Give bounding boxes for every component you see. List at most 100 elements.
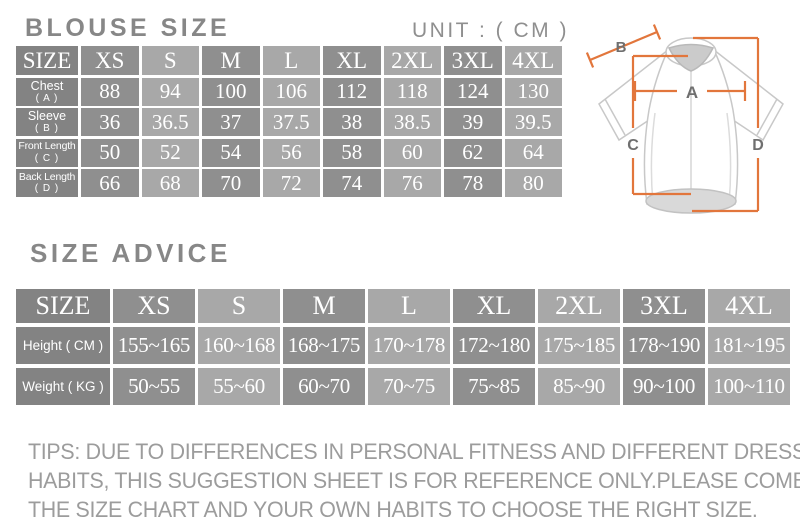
blouse-table-cell: 36.5: [141, 108, 199, 136]
blouse-table-cell: 66: [81, 169, 139, 197]
advice-table-row-label: Weight ( KG ): [16, 368, 110, 405]
blouse-table-cell: 38: [323, 108, 381, 136]
measure-label-c: C: [627, 137, 639, 154]
blouse-table-cell: 106: [262, 77, 320, 106]
blouse-table-cell: 68: [141, 169, 199, 197]
blouse-table-cell: 39: [444, 108, 502, 136]
blouse-table-cell: 124: [444, 77, 502, 106]
jersey-cuff-left: [604, 98, 626, 136]
advice-table-cell: 155~165: [113, 327, 195, 364]
advice-table-cell: 70~75: [368, 368, 450, 405]
advice-table-cell: 172~180: [453, 327, 535, 364]
advice-table-cell: 85~90: [538, 368, 620, 405]
blouse-table-header-l: L: [262, 46, 320, 75]
blouse-table-header-s: S: [141, 46, 199, 75]
advice-table-header-xl: XL: [453, 289, 535, 323]
advice-table-header-l: L: [368, 289, 450, 323]
advice-table-header-4xl: 4XL: [708, 289, 790, 323]
advice-table-header-3xl: 3XL: [623, 289, 705, 323]
blouse-table-row-label: Sleeve( B ): [16, 108, 78, 136]
row-label-letter: ( B ): [35, 123, 59, 135]
jersey-diagram-svg: B A C D: [585, 24, 784, 214]
row-label-letter: ( D ): [34, 183, 60, 195]
blouse-table-header-4xl: 4XL: [504, 46, 562, 75]
blouse-table-cell: 52: [141, 138, 199, 167]
row-label-text: Back Length: [18, 170, 76, 183]
blouse-table-cell: 37.5: [262, 108, 320, 136]
blouse-table-header-2xl: 2XL: [383, 46, 441, 75]
jersey-measurement-diagram: B A C D: [585, 18, 800, 231]
advice-table-cell: 90~100: [623, 368, 705, 405]
advice-table-cell: 178~190: [623, 327, 705, 364]
blouse-table-cell: 88: [81, 77, 139, 106]
blouse-table-cell: 38.5: [383, 108, 441, 136]
blouse-table-cell: 94: [141, 77, 199, 106]
blouse-table-cell: 64: [504, 138, 562, 167]
blouse-table-cell: 130: [504, 77, 562, 106]
blouse-table-cell: 100: [202, 77, 260, 106]
measure-line-d: [692, 36, 760, 213]
row-label-text: Sleeve: [27, 109, 67, 124]
measure-line-b: [585, 24, 662, 68]
row-label-letter: ( C ): [34, 152, 60, 164]
advice-table-cell: 160~168: [198, 327, 280, 364]
advice-table-cell: 75~85: [453, 368, 535, 405]
blouse-table-cell: 60: [383, 138, 441, 167]
blouse-table-header-m: M: [202, 46, 260, 75]
advice-table-cell: 170~178: [368, 327, 450, 364]
advice-table-cell: 50~55: [113, 368, 195, 405]
tips-line-3: THE SIZE CHART AND YOUR OWN HABITS TO CH…: [28, 497, 758, 522]
measure-line-a: [633, 81, 747, 101]
row-label-text: Front Length: [18, 140, 76, 153]
advice-table-header-s: S: [198, 289, 280, 323]
blouse-table-cell: 39.5: [504, 108, 562, 136]
blouse-table-cell: 118: [383, 77, 441, 106]
advice-table-header-size: SIZE: [16, 289, 110, 323]
blouse-table-cell: 56: [262, 138, 320, 167]
advice-table-cell: 55~60: [198, 368, 280, 405]
blouse-table-cell: 72: [262, 169, 320, 197]
jersey-collar-inner: [667, 43, 715, 72]
blouse-table-cell: 62: [444, 138, 502, 167]
measure-label-a: A: [686, 83, 698, 102]
blouse-table-cell: 76: [383, 169, 441, 197]
tips-text: TIPS: DUE TO DIFFERENCES IN PERSONAL FIT…: [28, 437, 800, 524]
blouse-table-cell: 37: [202, 108, 260, 136]
tips-line-2: HABITS, THIS SUGGESTION SHEET IS FOR REF…: [28, 468, 800, 493]
blouse-size-table: SIZE XS S M L XL 2XL 3XL 4XL Chest( A ) 88 94 100 106…: [16, 46, 562, 197]
blouse-table-row-label: Front Length( C ): [16, 138, 78, 167]
advice-table-header-m: M: [283, 289, 365, 323]
unit-label: UNIT : ( CM ): [412, 19, 569, 42]
blouse-table-row-label: Back Length( D ): [16, 169, 78, 197]
measure-line-c: [631, 54, 691, 196]
jersey-cuff-right: [756, 98, 778, 136]
advice-table-cell: 60~70: [283, 368, 365, 405]
blouse-table-header-3xl: 3XL: [444, 46, 502, 75]
blouse-table-cell: 50: [81, 138, 139, 167]
advice-table-header-xs: XS: [113, 289, 195, 323]
blouse-table-header-size: SIZE: [16, 46, 78, 75]
measure-label-d: D: [752, 137, 764, 154]
row-label-letter: ( A ): [35, 92, 59, 104]
blouse-table-row-label: Chest( A ): [16, 77, 78, 106]
blouse-table-cell: 112: [323, 77, 381, 106]
advice-table-cell: 100~110: [708, 368, 790, 405]
blouse-table-cell: 74: [323, 169, 381, 197]
blouse-table-header-xl: XL: [323, 46, 381, 75]
blouse-table-cell: 58: [323, 138, 381, 167]
jersey-hem: [645, 188, 737, 214]
advice-table-cell: 181~195: [708, 327, 790, 364]
size-advice-title: SIZE ADVICE: [30, 238, 231, 268]
advice-table-header-2xl: 2XL: [538, 289, 620, 323]
blouse-table-cell: 78: [444, 169, 502, 197]
advice-table-cell: 168~175: [283, 327, 365, 364]
blouse-table-header-xs: XS: [81, 46, 139, 75]
blouse-table-cell: 54: [202, 138, 260, 167]
size-advice-table: SIZE XS S M L XL 2XL 3XL 4XL Height ( CM ) 155~165…: [16, 289, 790, 405]
blouse-table-cell: 80: [504, 169, 562, 197]
measure-label-b: B: [616, 39, 627, 56]
tips-line-1: TIPS: DUE TO DIFFERENCES IN PERSONAL FIT…: [28, 439, 800, 464]
advice-table-row-label: Height ( CM ): [16, 327, 110, 364]
row-label-text: Chest: [30, 78, 64, 93]
